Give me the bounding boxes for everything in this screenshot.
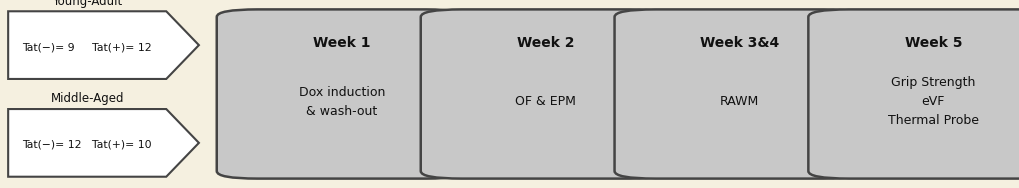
Text: OF & EPM: OF & EPM	[515, 95, 576, 108]
Polygon shape	[8, 11, 199, 79]
Polygon shape	[431, 62, 462, 126]
Text: Tat(−)= 9     Tat(+)= 12: Tat(−)= 9 Tat(+)= 12	[22, 42, 152, 52]
FancyBboxPatch shape	[421, 9, 671, 179]
Text: Tat(−)= 12   Tat(+)= 10: Tat(−)= 12 Tat(+)= 10	[22, 140, 152, 150]
Polygon shape	[823, 62, 854, 126]
Text: Week 5: Week 5	[904, 36, 961, 50]
Text: Grip Strength
eVF
Thermal Probe: Grip Strength eVF Thermal Probe	[887, 76, 978, 127]
Text: Week 3&4: Week 3&4	[699, 36, 779, 50]
Polygon shape	[8, 109, 199, 177]
Polygon shape	[630, 62, 660, 126]
FancyBboxPatch shape	[613, 9, 864, 179]
Text: Week 1: Week 1	[313, 36, 370, 50]
FancyBboxPatch shape	[217, 9, 467, 179]
FancyBboxPatch shape	[808, 9, 1019, 179]
Text: Middle-Aged: Middle-Aged	[50, 92, 124, 105]
Text: Dox induction
& wash-out: Dox induction & wash-out	[299, 86, 384, 118]
Text: Young-Adult: Young-Adult	[52, 0, 122, 8]
Text: Week 2: Week 2	[517, 36, 574, 50]
Text: RAWM: RAWM	[719, 95, 758, 108]
